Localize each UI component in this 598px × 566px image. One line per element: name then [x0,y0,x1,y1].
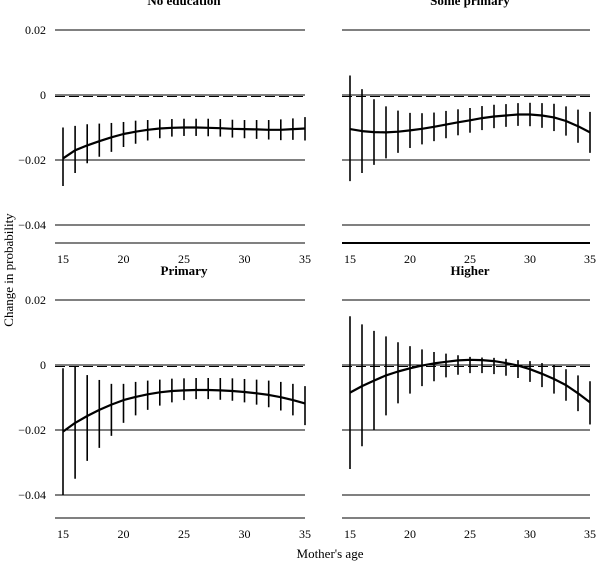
x-tick-label: 25 [178,527,190,541]
x-tick-label: 30 [239,252,251,266]
x-tick-label: 20 [404,252,416,266]
estimate-line [349,358,591,404]
panel-title: No education [147,0,221,8]
x-tick-label: 35 [584,527,596,541]
y-tick-label: −0.02 [18,153,46,167]
y-tick-label: 0 [40,88,46,102]
x-tick-label: 30 [524,527,536,541]
x-tick-label: 20 [404,527,416,541]
x-tick-label: 25 [464,527,476,541]
y-tick-label: −0.04 [18,218,46,232]
panel-title: Higher [451,263,490,278]
panel-2: Primary 0.02 0 −0.02 −0.04 15 20 25 30 35 [18,263,311,541]
x-tick-label: 15 [57,252,69,266]
x-tick-label: 15 [344,527,356,541]
x-tick-label: 25 [178,252,190,266]
estimate-line [62,126,306,160]
panel-3: Higher 15 20 25 30 35 [342,263,596,541]
panel-title: Some primary [430,0,510,8]
y-tick-label: 0.02 [25,23,46,37]
estimate-line [62,388,306,433]
panel-0: No education 0.02 0 −0.02 −0.04 15 20 25 30 35 [18,0,311,266]
x-tick-label: 15 [57,527,69,541]
y-tick-label: 0.02 [25,293,46,307]
y-tick-label: −0.02 [18,423,46,437]
x-tick-label: 30 [524,252,536,266]
y-axis-title: Change in probability [1,213,16,327]
estimate-line [349,113,591,134]
x-tick-label: 20 [118,527,130,541]
x-axis-title: Mother's age [297,546,364,561]
x-tick-label: 35 [299,252,311,266]
x-tick-label: 20 [118,252,130,266]
x-tick-label: 35 [299,527,311,541]
panel-title: Primary [161,263,208,278]
x-tick-label: 30 [239,527,251,541]
x-tick-label: 35 [584,252,596,266]
x-tick-label: 25 [464,252,476,266]
y-tick-label: 0 [40,358,46,372]
panel-1: Some primary 15 20 25 30 35 [342,0,596,266]
y-tick-label: −0.04 [18,488,46,502]
x-tick-label: 15 [344,252,356,266]
